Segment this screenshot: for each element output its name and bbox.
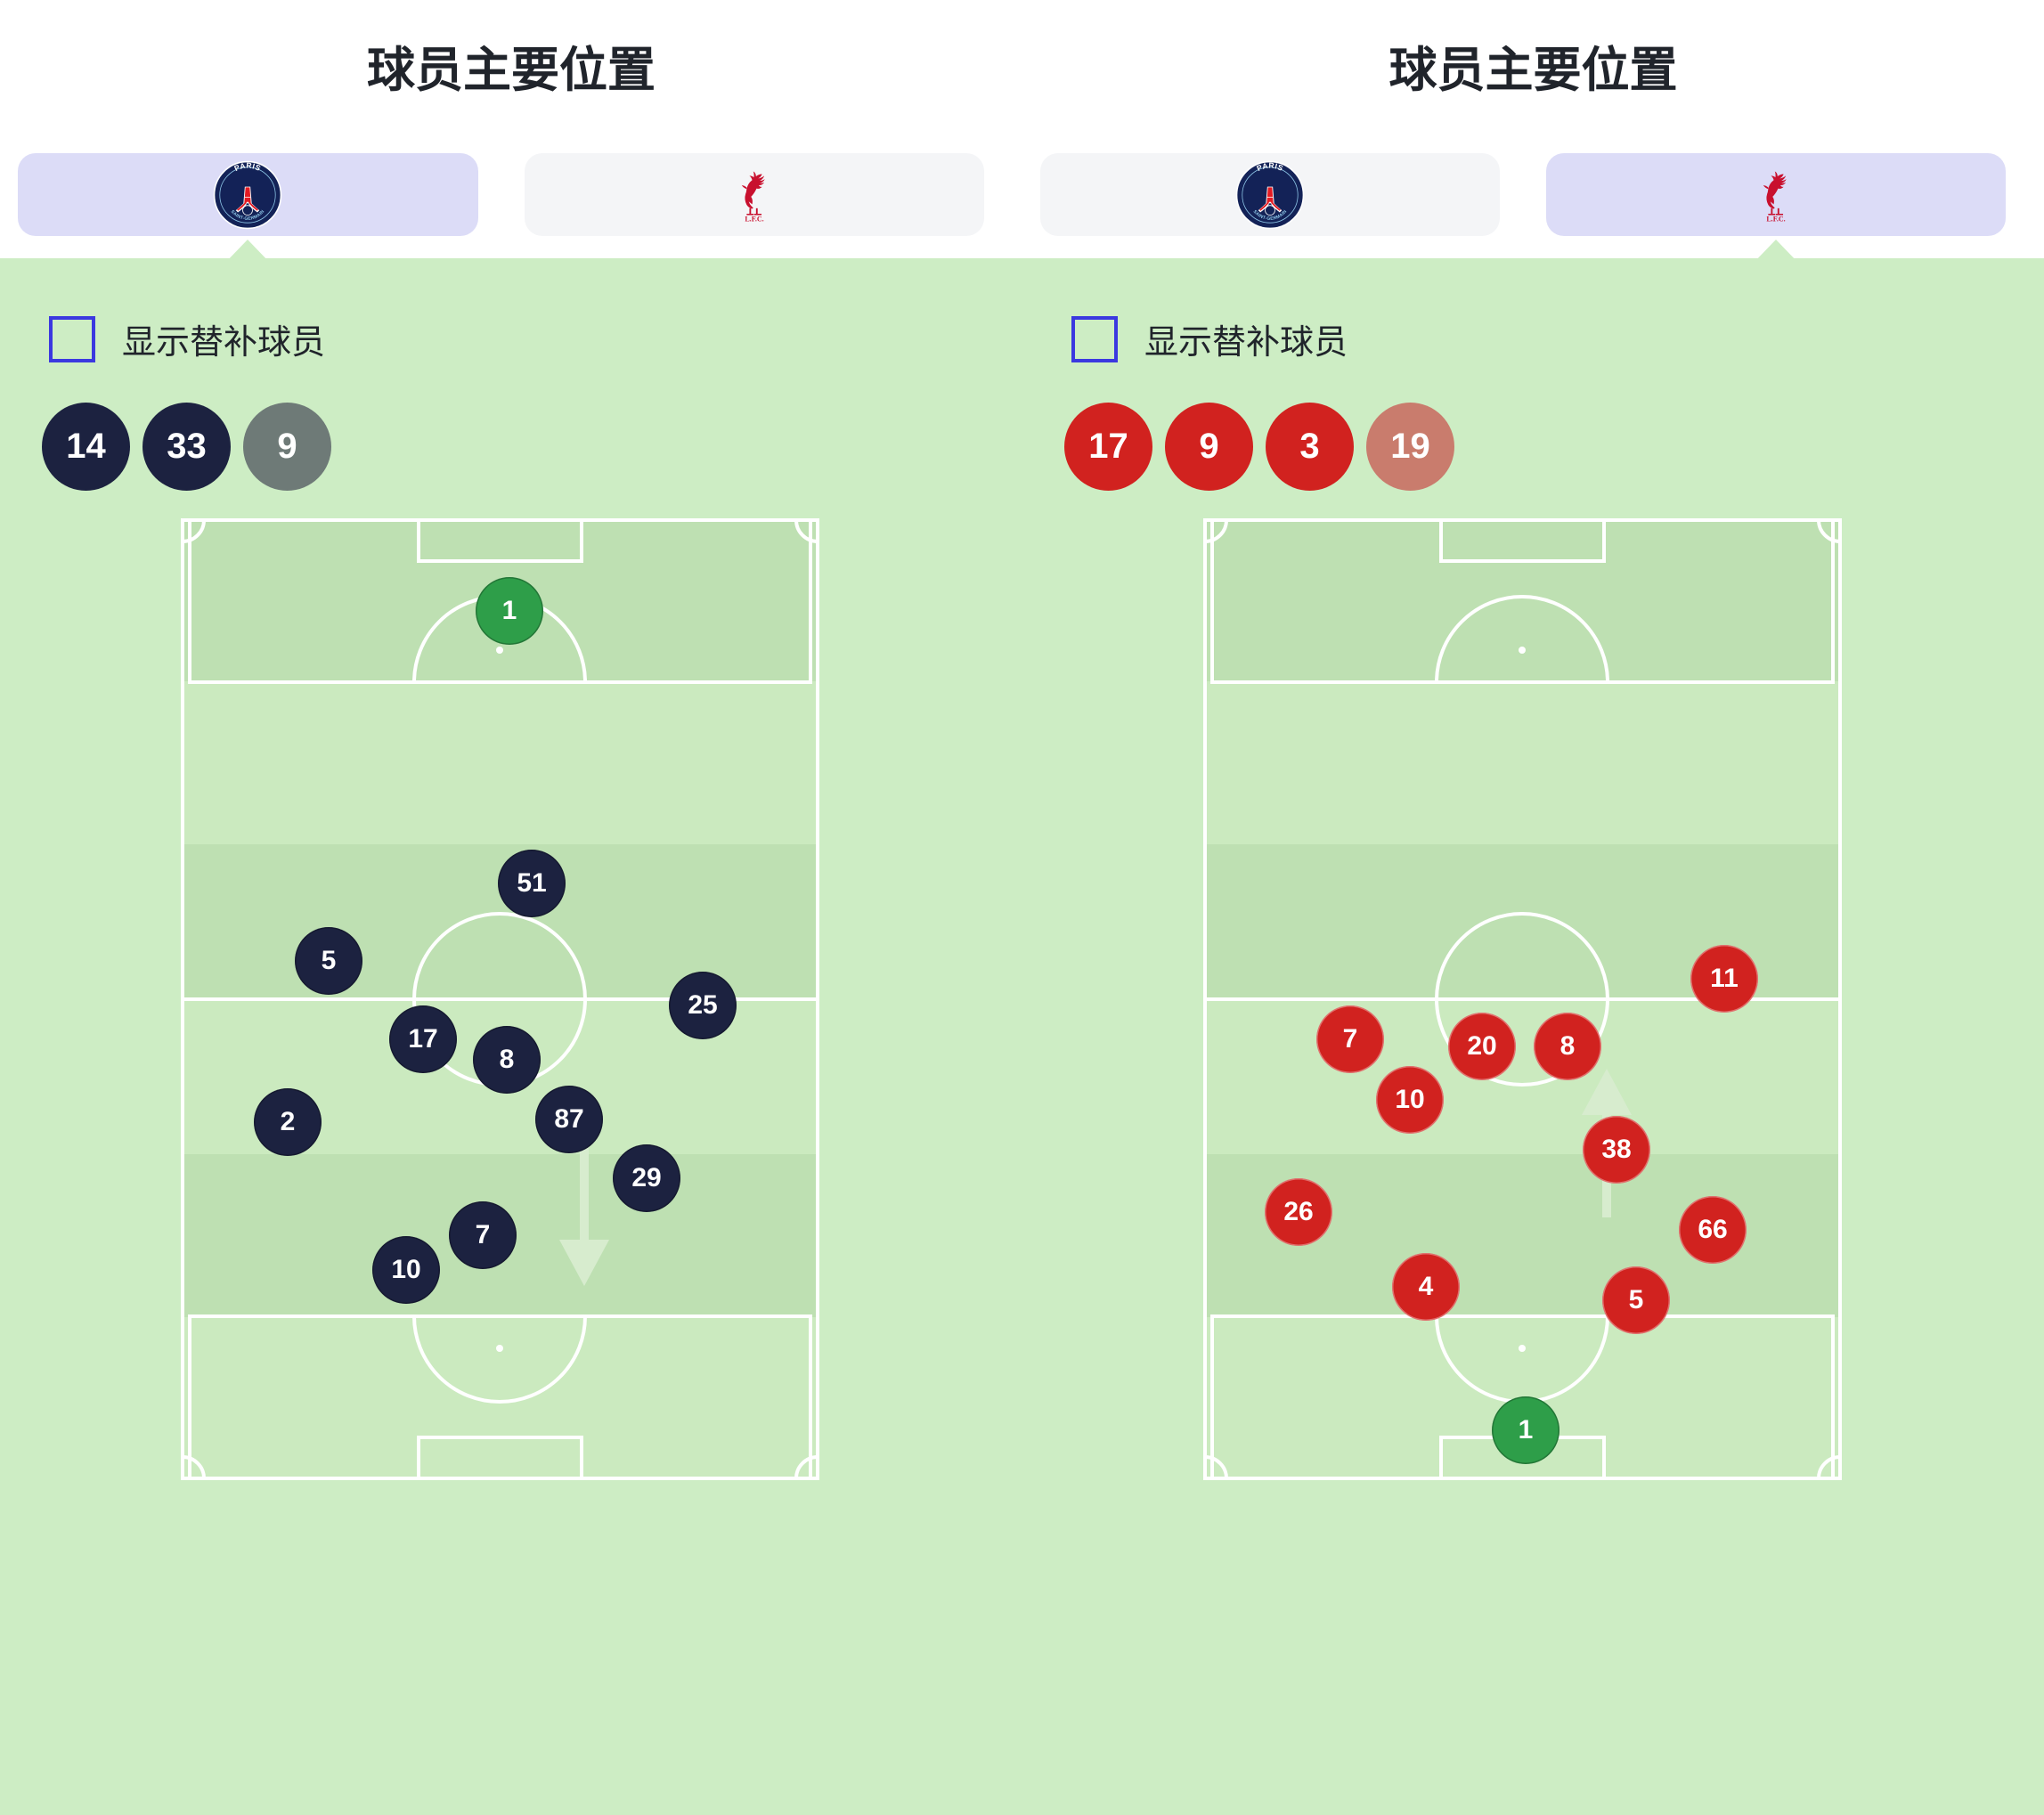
- svg-text:L.F.C.: L.F.C.: [1766, 215, 1785, 223]
- svg-text:L.F.C.: L.F.C.: [745, 215, 763, 223]
